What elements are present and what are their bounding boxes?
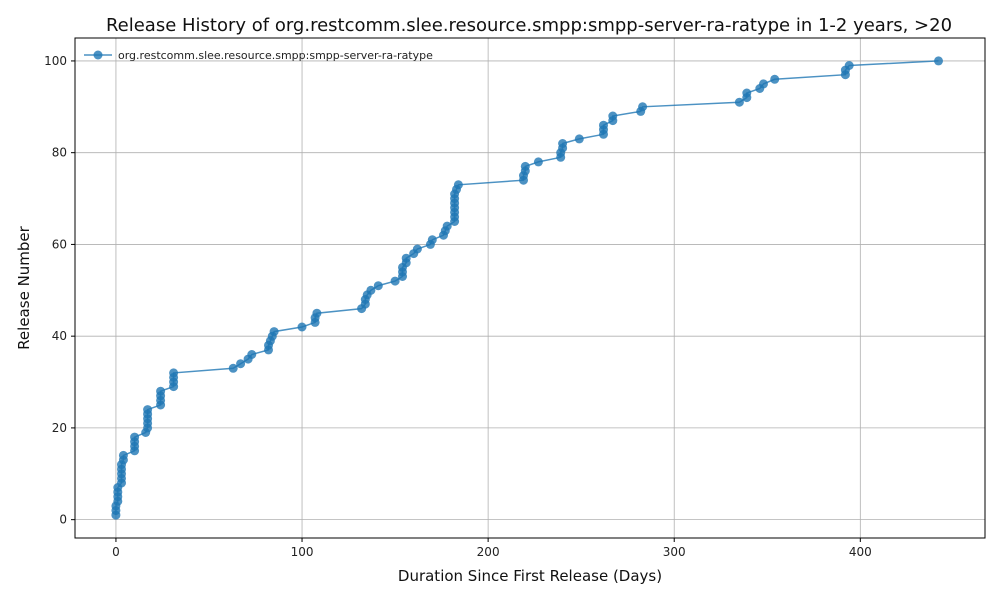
data-point bbox=[269, 327, 279, 337]
data-point bbox=[247, 350, 257, 359]
y-tick-label: 0 bbox=[59, 513, 67, 527]
grid-lines bbox=[75, 38, 985, 538]
data-point bbox=[558, 139, 568, 148]
data-point bbox=[608, 111, 618, 121]
data-point bbox=[734, 97, 744, 107]
data-point bbox=[130, 432, 140, 442]
legend-label: org.restcomm.slee.resource.smpp:smpp-ser… bbox=[118, 49, 433, 62]
data-point bbox=[453, 180, 463, 190]
data-point bbox=[118, 450, 128, 460]
data-point bbox=[533, 157, 543, 167]
data-point bbox=[412, 244, 422, 254]
plot-area bbox=[75, 38, 985, 538]
data-point bbox=[373, 281, 383, 291]
legend-marker-swatch bbox=[93, 50, 103, 60]
data-point bbox=[156, 386, 166, 396]
data-point bbox=[390, 276, 400, 286]
chart-title: Release History of org.restcomm.slee.res… bbox=[106, 15, 952, 36]
y-axis-title: Release Number bbox=[15, 225, 33, 349]
data-point bbox=[236, 359, 246, 369]
data-point bbox=[228, 363, 238, 373]
y-tick-label: 80 bbox=[52, 146, 67, 160]
data-point bbox=[770, 74, 780, 84]
data-point bbox=[442, 221, 452, 231]
series-layer bbox=[111, 56, 943, 520]
data-point bbox=[143, 405, 153, 415]
plot-frame bbox=[74, 37, 986, 539]
data-point bbox=[599, 120, 608, 130]
x-axis: 0 100 200 300 400 bbox=[112, 538, 872, 559]
data-point bbox=[742, 88, 752, 98]
data-point bbox=[427, 235, 437, 245]
data-point bbox=[312, 308, 322, 318]
y-tick-label: 60 bbox=[52, 237, 67, 251]
y-tick-label: 100 bbox=[44, 54, 67, 68]
y-tick-label: 40 bbox=[52, 329, 67, 343]
x-tick-label: 400 bbox=[849, 545, 872, 559]
data-point bbox=[638, 102, 648, 112]
y-axis: 0 20 40 60 80 100 bbox=[44, 54, 75, 527]
x-tick-label: 100 bbox=[291, 545, 314, 559]
data-point bbox=[520, 161, 530, 171]
data-point bbox=[401, 253, 411, 263]
data-point bbox=[366, 285, 376, 295]
x-tick-label: 200 bbox=[477, 545, 500, 559]
data-point bbox=[574, 134, 584, 144]
legend: org.restcomm.slee.resource.smpp:smpp-ser… bbox=[84, 49, 433, 62]
x-axis-title: Duration Since First Release (Days) bbox=[398, 567, 662, 585]
data-point bbox=[759, 79, 768, 89]
data-point bbox=[297, 322, 307, 332]
data-point bbox=[934, 56, 943, 66]
data-point bbox=[844, 61, 854, 70]
x-tick-label: 0 bbox=[112, 545, 120, 559]
data-point bbox=[169, 368, 179, 378]
x-tick-label: 300 bbox=[663, 545, 686, 559]
y-tick-label: 20 bbox=[52, 421, 67, 435]
